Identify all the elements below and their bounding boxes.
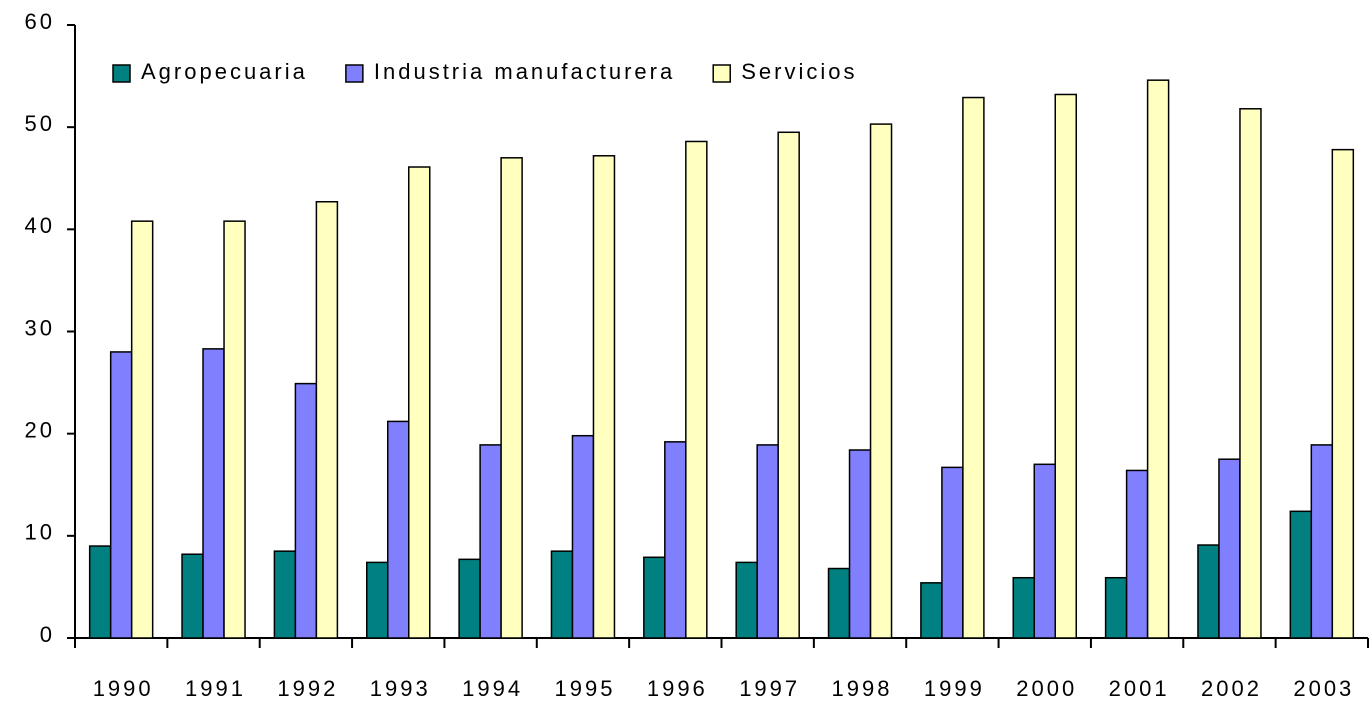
legend-label: Servicios (741, 59, 857, 84)
bar (202, 348, 225, 639)
y-tick-label: 40 (25, 213, 55, 238)
bar (479, 444, 502, 639)
x-tick-label: 2003 (1293, 676, 1354, 701)
bar (1310, 444, 1334, 639)
x-tick-label: 2001 (1109, 676, 1170, 701)
bar (109, 351, 133, 639)
legend-swatch (345, 64, 364, 83)
bar (1197, 544, 1220, 639)
x-tick-label: 1995 (554, 676, 615, 701)
bar (777, 131, 800, 639)
x-tick-label: 2002 (1201, 676, 1262, 701)
legend-label: Industria manufacturera (374, 59, 675, 84)
bar (550, 550, 574, 639)
bar (1054, 93, 1077, 639)
bar (920, 582, 943, 639)
x-tick-label: 1992 (277, 676, 338, 701)
bar (1146, 79, 1170, 639)
y-tick-label: 10 (25, 520, 55, 545)
bar (387, 420, 410, 639)
bar (643, 556, 666, 639)
bar (1033, 463, 1056, 639)
bar (88, 545, 112, 639)
bar (408, 166, 431, 639)
bar (1104, 576, 1128, 639)
bar (1012, 576, 1035, 639)
bar (1239, 108, 1262, 639)
bar (1289, 510, 1313, 639)
y-tick-label: 60 (25, 9, 55, 34)
bar (1218, 458, 1241, 639)
x-tick-label: 2000 (1016, 676, 1077, 701)
y-tick-label: 50 (25, 111, 55, 136)
x-tick-label: 1994 (462, 676, 523, 701)
bar (315, 200, 339, 639)
legend-label: Agropecuaria (141, 59, 308, 84)
x-tick-label: 1996 (647, 676, 708, 701)
bar (1331, 148, 1355, 639)
bar (273, 550, 297, 639)
legend-swatch (712, 64, 731, 83)
bar (962, 96, 985, 639)
bar (366, 561, 389, 639)
bar (685, 140, 708, 639)
bar (827, 567, 851, 639)
bar (735, 561, 758, 639)
bar (869, 123, 893, 639)
x-tick-label: 1993 (370, 676, 431, 701)
bar (756, 444, 779, 639)
bar (130, 220, 154, 639)
x-tick-label: 1991 (185, 676, 246, 701)
x-tick-label: 1998 (832, 676, 893, 701)
y-tick-label: 30 (25, 315, 55, 340)
bar (1125, 469, 1149, 639)
bar (848, 449, 872, 639)
bar (664, 441, 687, 639)
bar (941, 466, 964, 639)
bar (571, 434, 595, 639)
y-tick-label: 0 (40, 622, 55, 647)
bar (592, 155, 616, 639)
bar (458, 558, 481, 639)
y-tick-label: 20 (25, 417, 55, 442)
x-tick-label: 1999 (924, 676, 985, 701)
bar (223, 220, 246, 639)
legend-swatch (112, 64, 131, 83)
bar (181, 553, 204, 639)
bar (294, 382, 318, 639)
x-tick-label: 1997 (739, 676, 800, 701)
bar (500, 157, 523, 639)
x-tick-label: 1990 (93, 676, 154, 701)
